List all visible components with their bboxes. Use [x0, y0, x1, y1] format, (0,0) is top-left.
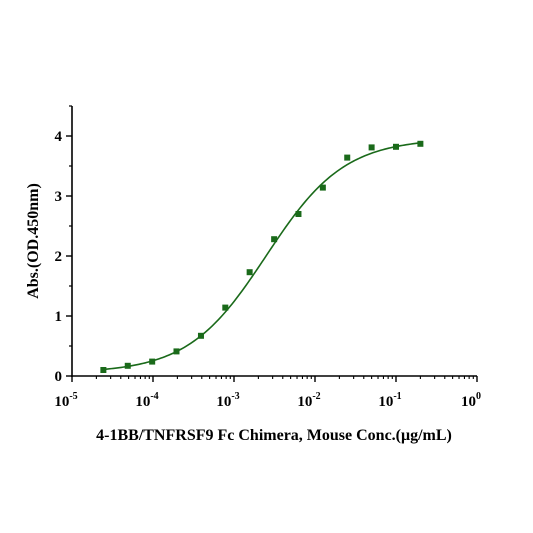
y-axis-title: Abs.(OD.450nm)	[25, 183, 42, 299]
data-point	[246, 269, 253, 276]
y-tick-label: 3	[55, 189, 63, 205]
y-tick-label: 0	[55, 369, 63, 385]
data-point	[100, 367, 107, 373]
x-tick-exponent: 0	[476, 391, 481, 402]
data-point	[124, 362, 131, 369]
data-point	[368, 144, 375, 151]
x-tick-exponent: -5	[69, 391, 77, 402]
data-point	[173, 348, 180, 355]
x-tick-exponent: -3	[231, 391, 239, 402]
x-tick-label: 10-4	[135, 391, 158, 410]
x-tick-base: 10	[216, 394, 231, 410]
y-tick-label: 4	[55, 129, 63, 145]
data-point	[149, 358, 156, 365]
x-tick-exponent: -4	[150, 391, 158, 402]
data-point	[197, 332, 204, 339]
x-tick-exponent: -1	[393, 391, 401, 402]
x-tick-base: 10	[378, 394, 393, 410]
x-tick-label: 10-5	[54, 391, 77, 410]
axes	[71, 106, 477, 377]
x-tick-exponent: -2	[312, 391, 320, 402]
data-point	[271, 236, 278, 243]
data-point	[319, 184, 326, 191]
x-axis-title: 4-1BB/TNFRSF9 Fc Chimera, Mouse Conc.(μg…	[96, 427, 452, 444]
x-tick-base: 10	[135, 394, 150, 410]
fit-curve	[103, 142, 421, 371]
x-tick-label: 100	[461, 391, 481, 410]
x-tick-label: 10-1	[378, 391, 401, 410]
x-tick-base: 10	[54, 394, 69, 410]
x-tick-base: 10	[461, 394, 476, 410]
data-point	[417, 140, 424, 147]
data-point	[344, 154, 351, 161]
y-tick-label: 2	[55, 249, 63, 265]
data-points	[100, 140, 424, 373]
data-point	[222, 304, 229, 311]
data-point	[393, 143, 399, 150]
y-tick-label: 1	[55, 309, 63, 325]
data-point	[295, 211, 302, 217]
x-tick-label: 10-3	[216, 391, 239, 410]
x-tick-label: 10-2	[297, 391, 320, 410]
x-tick-base: 10	[297, 394, 312, 410]
